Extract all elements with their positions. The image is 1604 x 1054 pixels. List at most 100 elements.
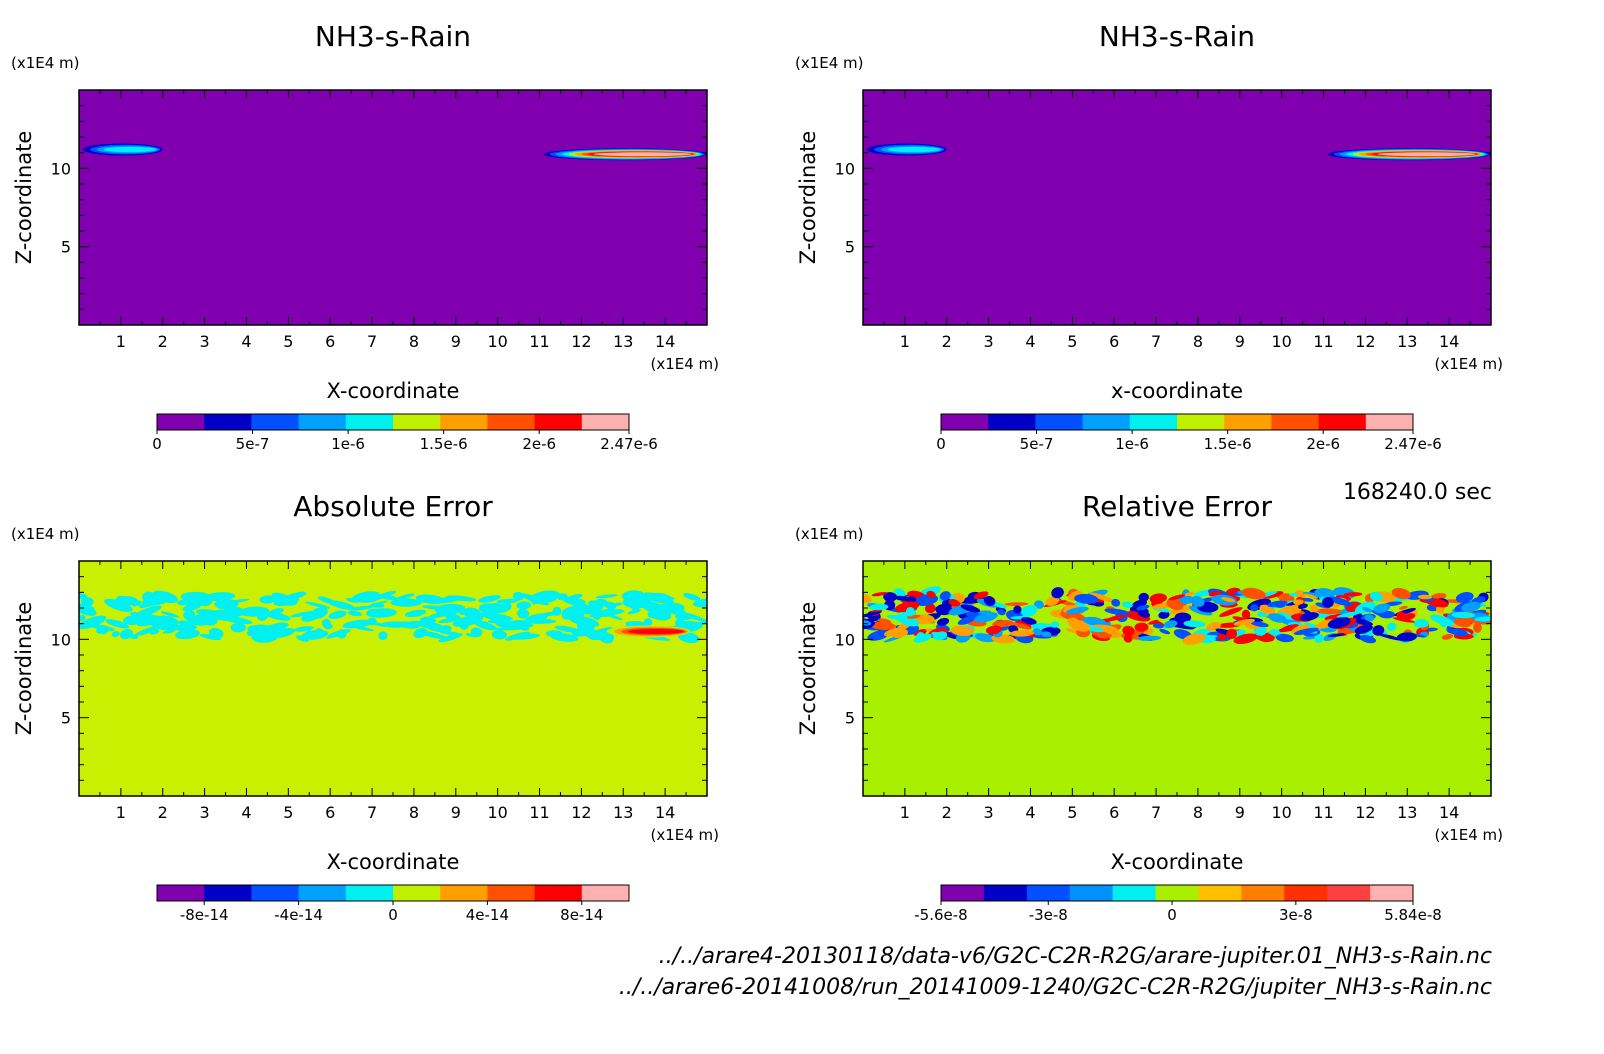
colorbar-tick-label: 1e-6 [331,435,365,453]
noise-blob [1009,630,1034,637]
noise-blob [627,609,641,615]
x-tick-label: 2 [942,803,952,822]
x-unit-label: (x1E4 m) [1434,355,1503,373]
noise-blob [1322,597,1334,608]
noise-blob [610,602,623,607]
noise-blob [1473,622,1482,633]
noise-blob [1152,623,1164,629]
contour-level [887,146,941,153]
noise-blob [491,630,507,640]
noise-blob [1032,628,1042,636]
noise-blob [1040,631,1052,637]
noise-blob [290,610,318,618]
colorbar-swatch [1112,885,1157,901]
noise-blob [1219,607,1243,617]
noise-blob [1289,593,1299,597]
x-tick-label: 2 [158,332,168,351]
noise-blob [1065,606,1089,614]
noise-blob [974,633,995,643]
x-tick-label: 14 [655,803,675,822]
noise-blob [203,592,236,602]
y-unit-label: (x1E4 m) [11,525,80,543]
noise-blob [1082,616,1107,626]
x-tick-label: 7 [1151,803,1161,822]
noise-blob [1396,632,1417,642]
colorbar-swatch [581,414,630,430]
noise-blob [1045,596,1060,606]
noise-blob [482,605,492,617]
noise-blob [1021,617,1037,625]
noise-blob [1448,628,1468,637]
x-tick-label: 11 [529,332,549,351]
noise-blob [1158,611,1170,619]
y-unit-label: (x1E4 m) [11,54,80,72]
colorbar-swatch [534,885,583,901]
colorbar-swatch [1327,885,1371,901]
colorbar-swatch [1069,885,1114,901]
y-axis-label: Z-coordinate [12,131,36,265]
colorbar-tick-label: 2e-6 [1306,435,1340,453]
noise-blob [554,625,581,633]
noise-blob [510,633,540,640]
chart-title: NH3-s-Rain [315,20,471,53]
noise-blob [552,606,562,616]
noise-blob [162,630,175,634]
noise-blob [1362,606,1373,613]
colorbar-tick-label: 5e-7 [1020,435,1054,453]
x-tick-label: 4 [1025,332,1035,351]
noise-blob [422,605,453,611]
colorbar-swatch [534,414,583,430]
noise-blob [1226,628,1237,640]
noise-blob [464,612,489,617]
noise-blob [1034,600,1045,609]
x-axis-label: X-coordinate [1111,850,1244,874]
noise-blob [973,591,989,600]
noise-blob [1474,616,1491,622]
x-tick-label: 6 [1109,332,1119,351]
noise-blob [1378,633,1403,641]
noise-blob [983,596,996,606]
panel-3: Absolute Error(x1E4 m)1 2 3 4 5 6 7 8 9 10 11 12 13 1… [11,490,719,924]
noise-blob [347,610,363,617]
noise-blob [542,594,557,603]
y-tick-label: 10 [835,630,855,649]
contour-level [103,146,157,153]
noise-blob [1328,596,1353,607]
noise-blob [1268,629,1282,636]
colorbar-swatch [1177,414,1225,430]
noise-blob [1148,619,1159,625]
colorbar-swatch [1035,414,1084,430]
noise-blob [493,604,504,609]
noise-blob [1387,622,1397,631]
noise-blob [1309,604,1319,613]
colorbar-swatch [298,885,347,901]
noise-blob [1293,627,1319,636]
x-tick-label: 11 [1313,803,1333,822]
noise-blob [294,626,314,632]
noise-blob [595,594,618,599]
colorbar-swatch [1271,414,1320,430]
noise-blob [992,619,1014,628]
noise-blob [1177,595,1195,605]
contour-level [593,152,692,157]
noise-blob [1138,592,1149,602]
noise-blob [230,622,246,633]
noise-blob [342,619,374,629]
y-axis-label: Z-coordinate [796,602,820,736]
noise-blob [512,591,524,601]
noise-blob [877,618,892,625]
noise-blob [1182,633,1206,645]
noise-blob [264,611,291,621]
noise-blob [1302,592,1323,598]
y-tick-label: 10 [835,159,855,178]
field-features [863,586,1491,645]
noise-blob [1441,633,1454,640]
noise-blob [142,591,156,603]
x-tick-label: 1 [116,332,126,351]
x-tick-label: 11 [529,803,549,822]
x-tick-label: 12 [571,332,591,351]
noise-blob [415,594,446,604]
colorbar-swatch [1241,885,1285,901]
x-tick-label: 1 [900,332,910,351]
noise-blob [1314,588,1334,597]
